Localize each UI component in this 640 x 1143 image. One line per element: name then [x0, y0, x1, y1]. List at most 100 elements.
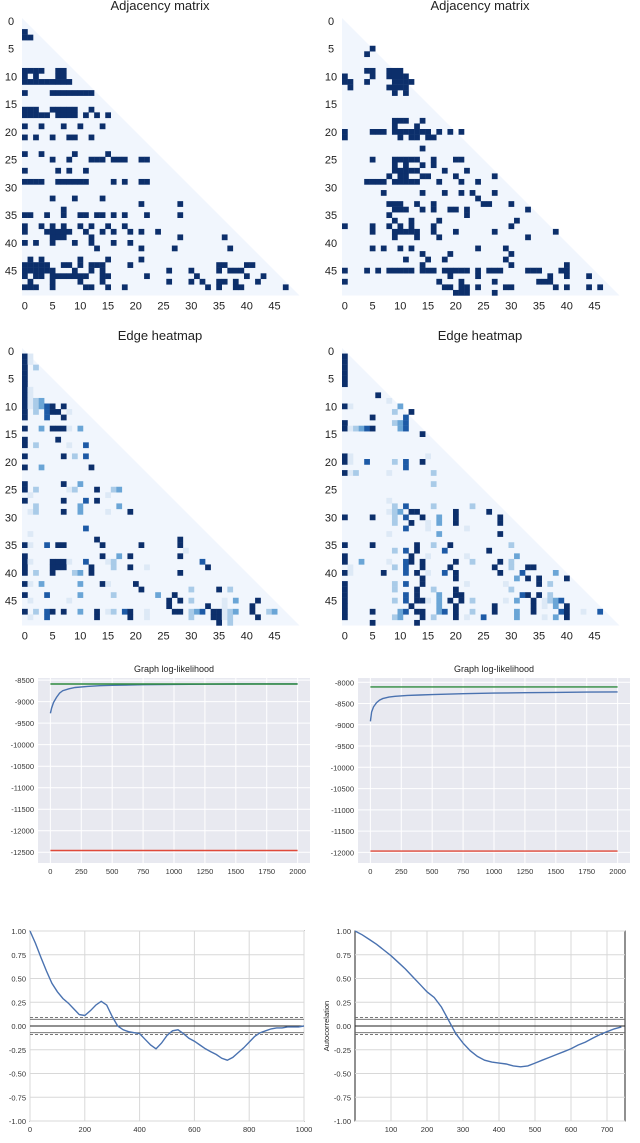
- matrix-cell: [33, 284, 39, 291]
- matrix-cell: [221, 597, 228, 604]
- matrix-ytick-label: 25: [325, 155, 337, 167]
- matrix-cell: [105, 608, 111, 615]
- matrix-cell: [536, 267, 542, 274]
- matrix-cell: [536, 278, 542, 285]
- matrix-cell: [22, 284, 28, 291]
- matrix-cell: [194, 273, 200, 280]
- matrix-cell: [60, 67, 67, 74]
- matrix-cell: [121, 223, 128, 230]
- matrix-cell: [77, 178, 84, 185]
- matrix-cell: [22, 212, 28, 218]
- adjacency-matrix-right: Adjacency matrix 0 5 10 15 20 25 30 35 40 45 0 5 10 15…: [320, 0, 640, 330]
- matrix-cell: [260, 273, 267, 280]
- matrix-cell: [22, 79, 28, 85]
- matrix-cell: [375, 392, 382, 399]
- matrix-cell: [403, 592, 409, 598]
- matrix-cell: [403, 514, 409, 521]
- matrix-cell: [27, 278, 34, 285]
- matrix-cell: [547, 273, 554, 280]
- xtick-label: 600: [565, 1125, 578, 1134]
- matrix-cell: [188, 278, 195, 285]
- matrix-cell: [244, 262, 250, 268]
- matrix-cell: [38, 123, 45, 130]
- matrix-cell: [55, 273, 62, 280]
- matrix-cell: [397, 173, 404, 180]
- matrix-cell: [458, 129, 465, 135]
- matrix-cell: [453, 575, 459, 582]
- matrix-cell: [83, 525, 89, 532]
- matrix-cell: [216, 586, 222, 593]
- matrix-cell: [71, 267, 78, 274]
- matrix-cell: [171, 245, 178, 252]
- matrix-cell: [502, 245, 509, 252]
- matrix-cell: [430, 503, 437, 510]
- matrix-ytick-label: 15: [325, 429, 337, 441]
- matrix-cell: [453, 508, 459, 515]
- matrix-cell: [177, 542, 184, 548]
- matrix-cell: [347, 403, 354, 410]
- matrix-cell: [347, 425, 354, 432]
- matrix-cell: [453, 206, 459, 213]
- matrix-cell: [33, 262, 39, 268]
- matrix-cell: [369, 223, 376, 230]
- matrix-cell: [391, 129, 398, 135]
- xtick-label: 750: [457, 867, 470, 876]
- matrix-cell: [216, 267, 222, 274]
- matrix-cell: [403, 414, 409, 421]
- matrix-cell: [508, 564, 515, 571]
- matrix-cell: [342, 542, 348, 548]
- matrix-cell: [414, 547, 420, 554]
- matrix-cell: [458, 267, 465, 274]
- matrix-cell: [397, 129, 404, 135]
- matrix-cell: [386, 84, 393, 91]
- autocorrelation-left-svg: 1.00 0.75 0.50 0.25 0.00 -0.25 -0.50 -0.75 -1.00…: [9, 927, 312, 1143]
- matrix-cell: [564, 575, 570, 582]
- matrix-cell: [403, 73, 409, 80]
- matrix-cell: [60, 403, 67, 410]
- matrix-cell: [397, 425, 404, 432]
- matrix-cell: [441, 267, 448, 274]
- matrix-cell: [99, 273, 106, 280]
- matrix-cell: [414, 228, 420, 235]
- matrix-xtick-label: 45: [588, 301, 600, 313]
- matrix-background: [22, 348, 300, 626]
- matrix-cell: [391, 123, 398, 130]
- matrix-cell: [60, 558, 67, 565]
- matrix-cell: [33, 608, 39, 615]
- matrix-cell: [447, 597, 454, 604]
- matrix-cell: [105, 256, 111, 263]
- matrix-cell: [110, 592, 117, 598]
- matrix-cell: [497, 558, 504, 565]
- matrix-cell: [55, 228, 62, 235]
- matrix-cell: [536, 575, 542, 582]
- matrix-cell: [188, 586, 195, 593]
- ytick-label: -0.50: [334, 1070, 351, 1079]
- matrix-cell: [408, 156, 415, 163]
- matrix-cell: [386, 67, 393, 74]
- ytick-label: -11000: [331, 806, 354, 815]
- matrix-ytick-label: 25: [325, 485, 337, 497]
- matrix-cell: [127, 508, 134, 515]
- matrix-cell: [22, 553, 28, 560]
- matrix-cell: [38, 223, 45, 230]
- matrix-cell: [238, 284, 245, 291]
- ytick-label: 0.50: [336, 975, 351, 984]
- matrix-cell: [436, 603, 443, 610]
- matrix-cell: [227, 614, 234, 621]
- series-line: [354, 930, 622, 1068]
- matrix-cell: [38, 397, 45, 404]
- matrix-cell: [369, 414, 376, 421]
- matrix-cell: [375, 178, 382, 185]
- matrix-cell: [22, 464, 28, 471]
- matrix-ytick-label: 20: [325, 457, 337, 469]
- matrix-cell: [66, 442, 73, 449]
- matrix-cell: [44, 614, 50, 621]
- matrix-cell: [403, 256, 409, 263]
- matrix-ytick-label: 25: [5, 155, 17, 167]
- xtick-label: 500: [106, 867, 119, 876]
- matrix-cell: [49, 106, 56, 113]
- matrix-cell: [342, 425, 348, 432]
- matrix-cell: [391, 201, 398, 207]
- matrix-cell: [419, 614, 426, 621]
- matrix-cell: [342, 73, 348, 80]
